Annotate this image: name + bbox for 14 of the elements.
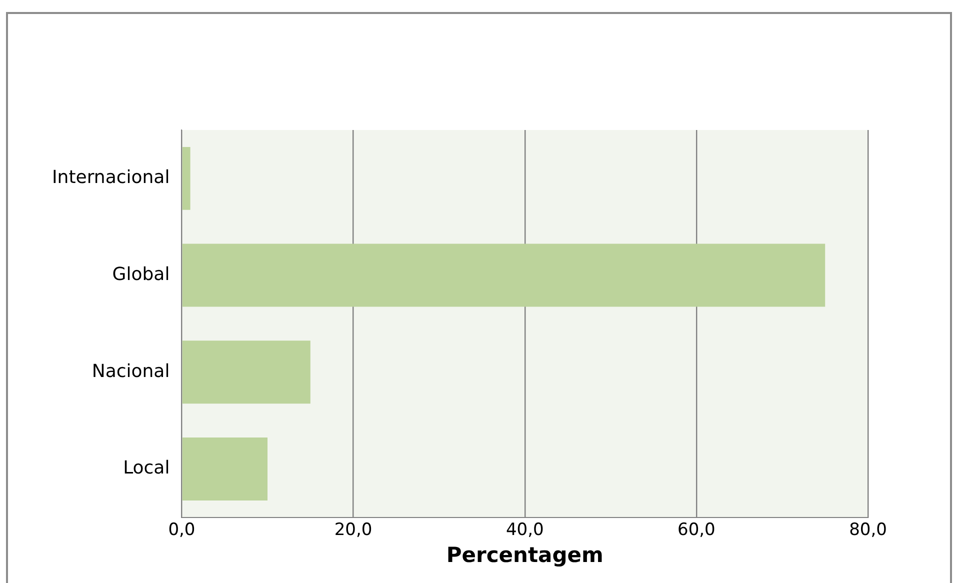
bar [182, 244, 826, 307]
x-tick-label: 80,0 [849, 520, 887, 540]
y-tick-label: Global [112, 264, 170, 285]
x-axis-title: Percentagem [446, 542, 604, 567]
y-tick-label: Internacional [52, 167, 170, 188]
y-tick-label: Nacional [92, 360, 170, 382]
bar [182, 438, 268, 500]
y-tick-label: Local [123, 458, 170, 479]
bar [182, 146, 190, 210]
x-tick-label: 20,0 [334, 520, 372, 540]
x-tick-label: 40,0 [506, 520, 544, 540]
x-tick-label: 60,0 [678, 520, 716, 540]
x-tick-label: 0,0 [168, 520, 196, 540]
bar [182, 340, 310, 404]
